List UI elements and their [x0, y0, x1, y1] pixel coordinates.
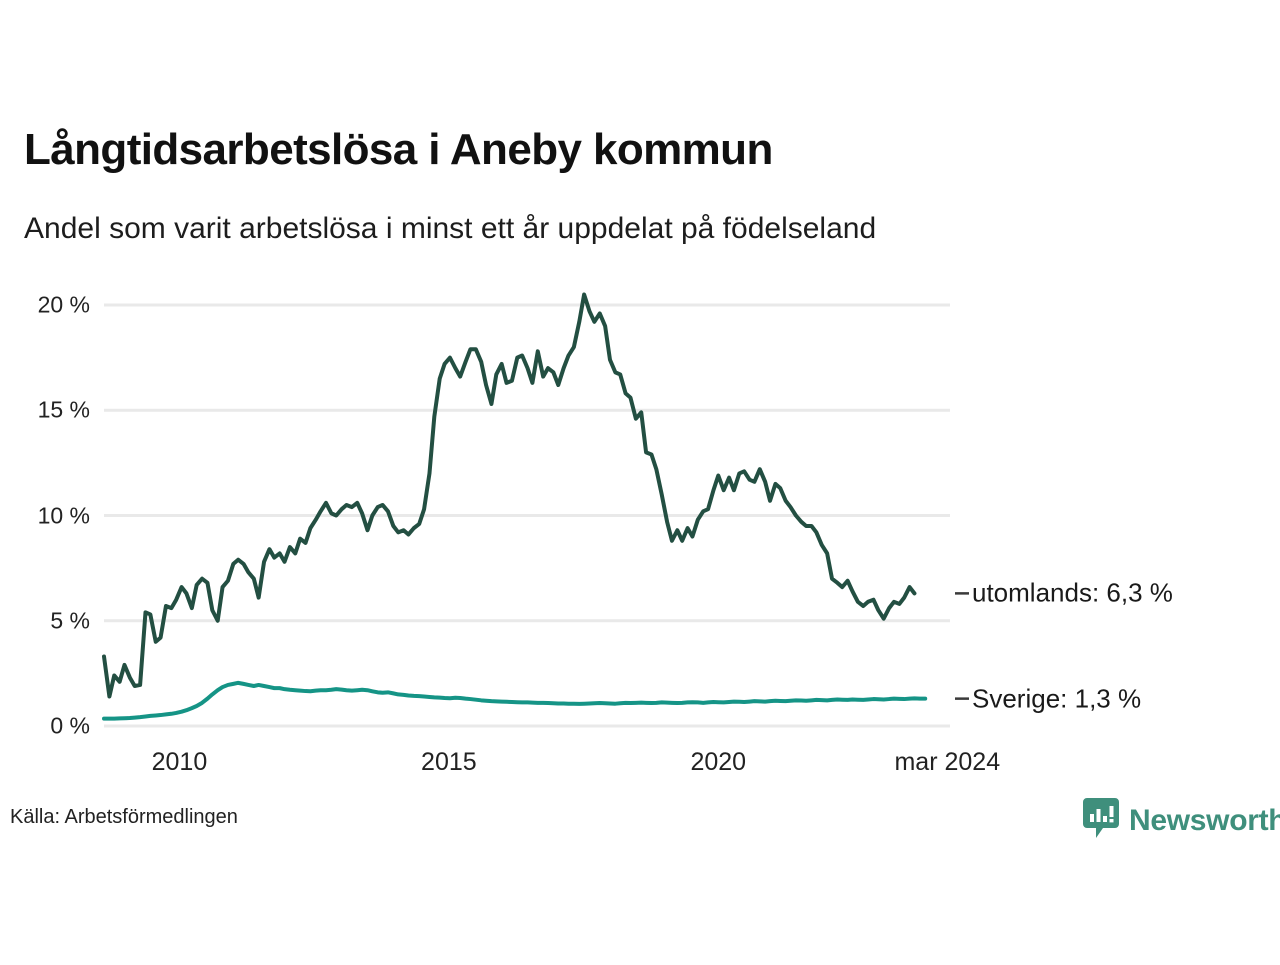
x-tick-label: 2010	[151, 748, 208, 776]
y-tick-label: 15 %	[37, 396, 90, 423]
x-tick-label: mar 2024	[894, 748, 1001, 776]
series-label-utomlands: utomlands: 6,3 %	[972, 577, 1173, 608]
y-tick-label: 10 %	[37, 502, 90, 528]
page-title: Långtidsarbetslösa i Aneby kommun	[24, 125, 773, 174]
newsworthy-logo[interactable]: Newsworthy	[1083, 798, 1280, 843]
series-line-sverige	[102, 680, 928, 721]
series-label-sverige: Sverige: 1,3 %	[972, 683, 1142, 714]
logo-wordmark: Newsworthy	[1129, 803, 1280, 837]
x-tick-label: 2015	[421, 748, 477, 776]
series-line-utomlands	[102, 292, 917, 699]
source-note: Källa: Arbetsförmedlingen	[10, 806, 238, 828]
y-tick-label: 20 %	[37, 291, 90, 318]
page-subtitle: Andel som varit arbetslösa i minst ett å…	[24, 212, 877, 245]
y-tick-label: 0 %	[50, 712, 90, 739]
y-tick-label: 5 %	[50, 607, 90, 634]
x-tick-label: 2020	[690, 748, 747, 776]
bar-chart-speech-bubble-icon	[1083, 798, 1119, 843]
